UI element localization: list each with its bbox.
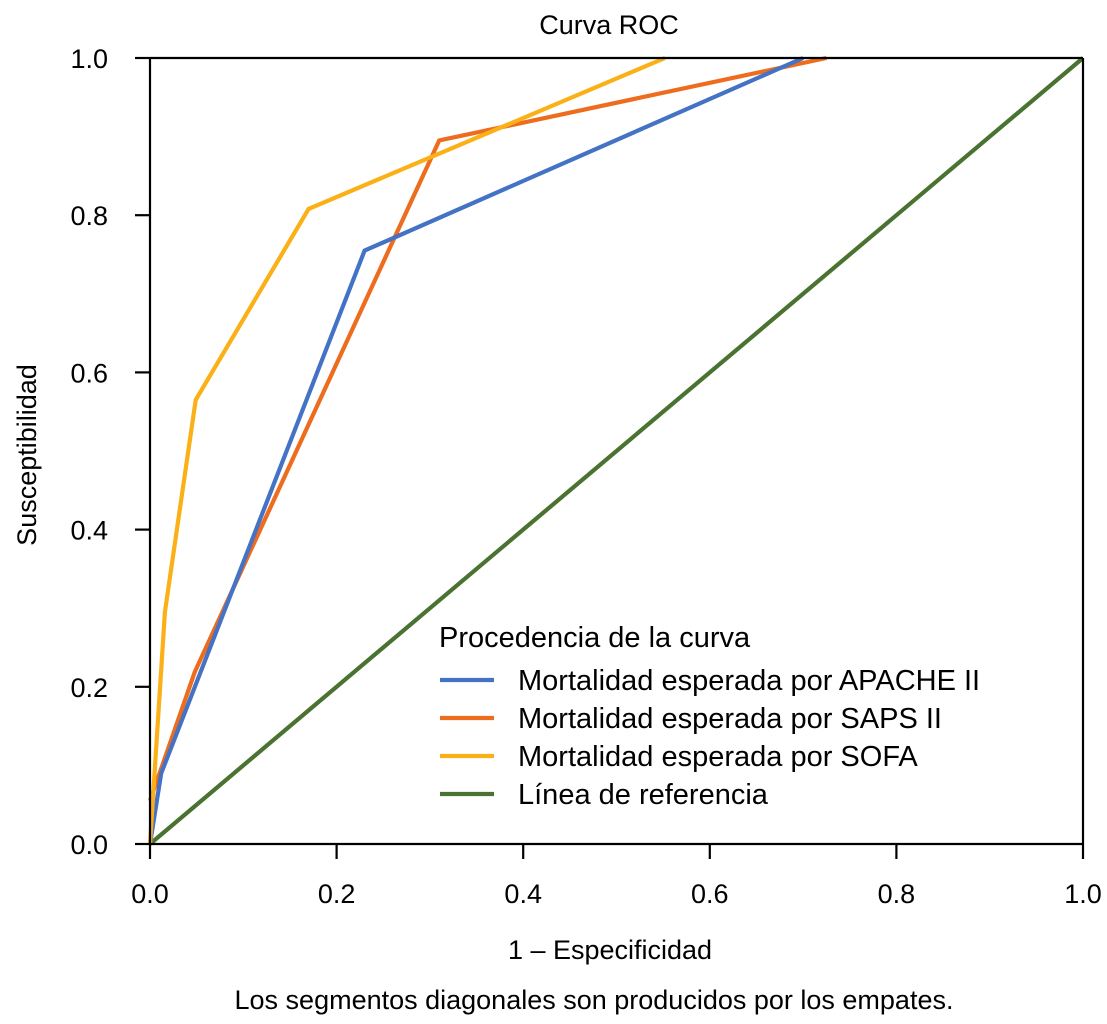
series-line-linea-de-referencia [148, 56, 1085, 846]
chart-title: Curva ROC [539, 10, 679, 40]
series-line-mortalidad-esperada-por-sofa [147, 56, 666, 845]
y-tick-label: 1.0 [70, 44, 108, 74]
y-ticks: 0.0 0.2 0.4 0.6 0.8 1.0 [70, 44, 150, 860]
y-tick-label: 0.4 [70, 516, 108, 546]
y-tick-label: 0.6 [70, 358, 108, 388]
legend-label: Mortalidad esperada por APACHE II [518, 665, 980, 697]
y-tick-label: 0.2 [70, 673, 108, 703]
legend-label: Línea de referencia [518, 779, 769, 811]
x-tick-label: 0.8 [878, 879, 916, 909]
x-axis-title: 1 – Especificidad [508, 935, 712, 965]
y-tick-label: 0.0 [70, 830, 108, 860]
y-tick-label: 0.8 [70, 201, 108, 231]
series-line-mortalidad-esperada-por-saps-ii [148, 55, 827, 802]
y-axis-title: Susceptibilidad [12, 364, 42, 546]
series-layer [147, 55, 1085, 846]
legend: Procedencia de la curva Mortalidad esper… [439, 622, 980, 811]
x-tick-label: 0.0 [131, 879, 169, 909]
legend-label: Mortalidad esperada por SAPS II [518, 703, 942, 735]
legend-title: Procedencia de la curva [439, 622, 751, 654]
x-tick-label: 0.2 [318, 879, 356, 909]
series-line-mortalidad-esperada-por-apache-ii [147, 56, 804, 845]
footnote: Los segmentos diagonales son producidos … [235, 985, 954, 1015]
legend-label: Mortalidad esperada por SOFA [518, 741, 918, 773]
x-tick-label: 0.4 [504, 879, 542, 909]
x-tick-label: 1.0 [1064, 879, 1102, 909]
x-tick-label: 0.6 [691, 879, 729, 909]
x-ticks: 0.0 0.2 0.4 0.6 0.8 1.0 [131, 844, 1102, 909]
